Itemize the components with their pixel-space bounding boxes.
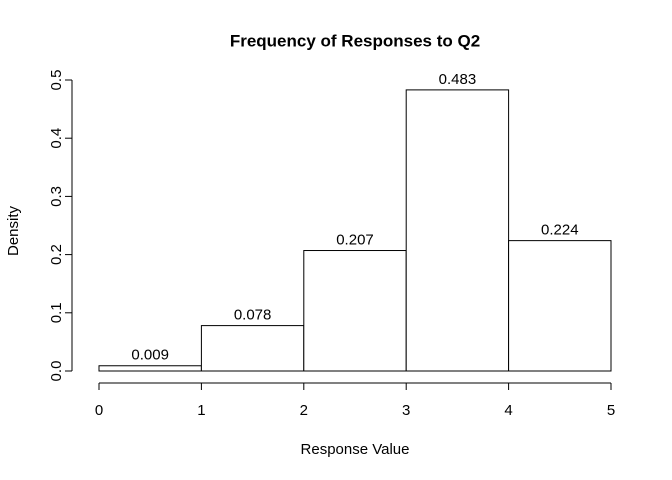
- x-tick-label: 3: [402, 402, 410, 419]
- chart-title: Frequency of Responses to Q2: [230, 31, 480, 50]
- y-tick-label: 0.0: [48, 361, 65, 382]
- y-tick-label: 0.2: [48, 244, 65, 265]
- value-label: 0.207: [336, 231, 374, 248]
- x-tick-label: 5: [607, 402, 615, 419]
- y-tick-label: 0.5: [48, 70, 65, 91]
- x-axis-label: Response Value: [301, 441, 410, 458]
- x-tick-label: 1: [197, 402, 205, 419]
- x-tick-label: 4: [504, 402, 512, 419]
- bar: [200, 325, 305, 372]
- bar: [98, 365, 202, 372]
- y-tick-label: 0.4: [48, 128, 65, 149]
- bar: [405, 89, 510, 372]
- value-label: 0.009: [131, 347, 169, 364]
- y-tick-label: 0.3: [48, 186, 65, 207]
- y-tick-label: 0.1: [48, 302, 65, 323]
- value-label: 0.224: [541, 222, 579, 239]
- x-tick-label: 0: [95, 402, 103, 419]
- value-label: 0.483: [439, 71, 477, 88]
- y-axis-label: Density: [5, 205, 22, 256]
- bar: [303, 250, 407, 372]
- value-label: 0.078: [234, 307, 272, 324]
- x-tick-label: 2: [300, 402, 308, 419]
- bar: [508, 240, 612, 372]
